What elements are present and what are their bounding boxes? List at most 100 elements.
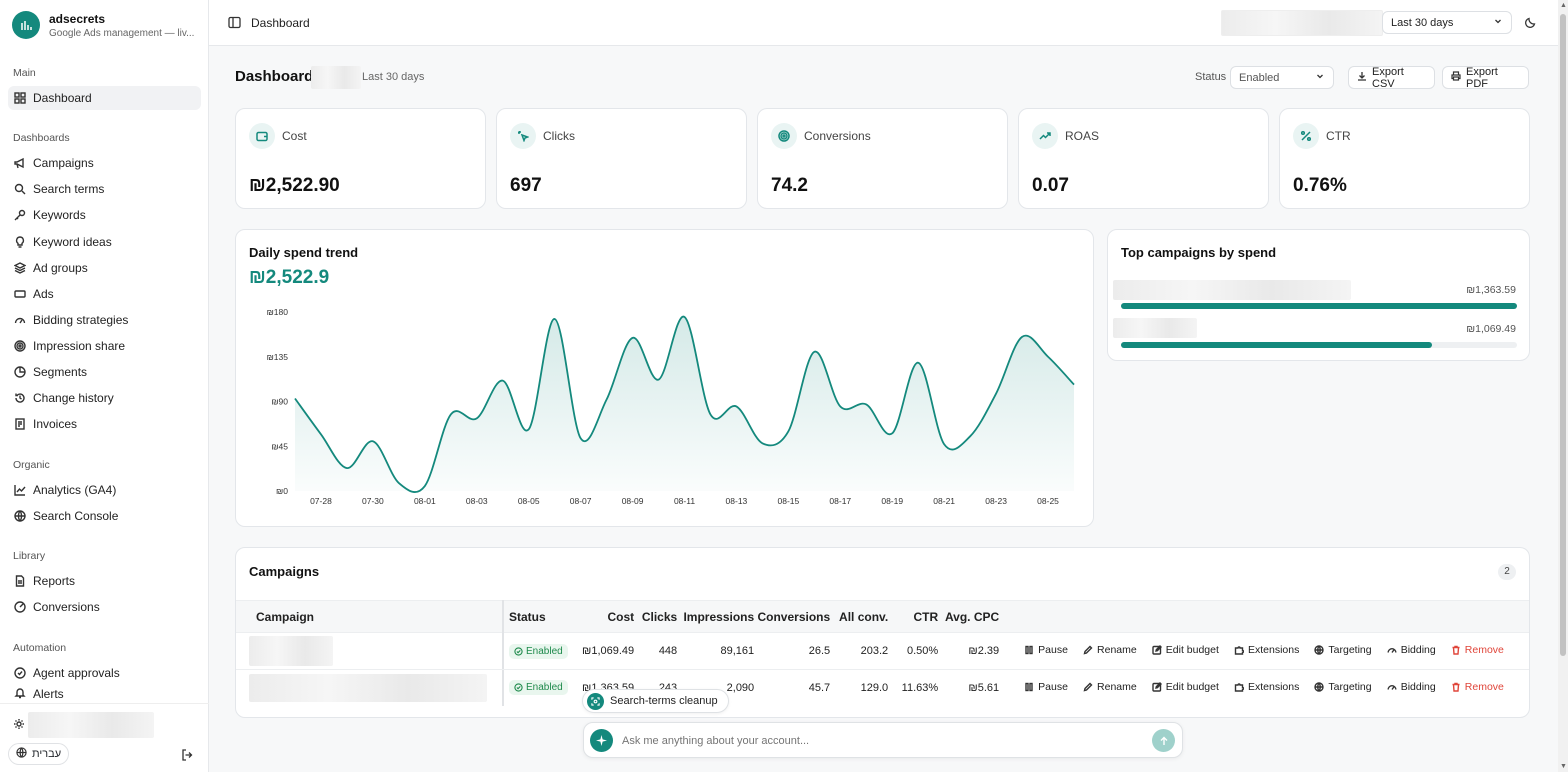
brand-subtitle: Google Ads management — liv... xyxy=(49,27,195,39)
suggestion-chip[interactable]: Search-terms cleanup xyxy=(582,689,729,713)
pause-button[interactable]: Pause xyxy=(1024,644,1068,656)
col-header-ctr[interactable]: CTR xyxy=(913,609,939,624)
x-tick-label: 08-17 xyxy=(829,496,851,506)
globe-icon xyxy=(14,510,26,522)
bidding-button[interactable]: Bidding xyxy=(1387,644,1436,656)
sidebar-item-change-history[interactable]: Change history xyxy=(8,386,201,410)
campaign-name-redacted xyxy=(249,673,487,702)
spend-bar-track xyxy=(1121,342,1517,348)
sidebar-item-impression-share[interactable]: Impression share xyxy=(8,334,201,358)
printer-icon xyxy=(1451,71,1461,84)
send-button[interactable] xyxy=(1152,729,1175,752)
remove-button[interactable]: Remove xyxy=(1451,644,1504,656)
sidebar-item-search-console[interactable]: Search Console xyxy=(8,504,201,528)
brand[interactable]: adsecrets Google Ads management — liv... xyxy=(12,11,194,39)
edit-budget-button[interactable]: Edit budget xyxy=(1152,681,1219,693)
spend-bar-fill xyxy=(1121,303,1517,309)
col-header-impressions[interactable]: Impressions xyxy=(683,609,755,624)
trash-icon xyxy=(1452,682,1460,692)
sidebar-item-label: Segments xyxy=(33,365,88,379)
x-tick-label: 08-01 xyxy=(414,496,436,506)
sidebar-item-agent-approvals[interactable]: Agent approvals xyxy=(8,661,201,685)
sidebar-item-segments[interactable]: Segments xyxy=(8,360,201,384)
rename-button[interactable]: Rename xyxy=(1083,681,1137,693)
extensions-button[interactable]: Extensions xyxy=(1234,681,1299,693)
sidebar-item-label: Invoices xyxy=(33,417,78,431)
sidebar-item-analytics[interactable]: Analytics (GA4) xyxy=(8,478,201,502)
col-header-cost[interactable]: Cost xyxy=(607,609,635,624)
y-tick-label: ₪135 xyxy=(267,352,289,362)
status-filter-select[interactable]: Enabled xyxy=(1230,66,1334,89)
targeting-button[interactable]: Targeting xyxy=(1314,681,1372,693)
scrollbar-thumb[interactable] xyxy=(1560,14,1566,656)
grid-icon xyxy=(14,92,26,104)
spend-bar-fill xyxy=(1121,342,1432,348)
edit-budget-button[interactable]: Edit budget xyxy=(1152,644,1219,656)
assistant-input[interactable] xyxy=(622,731,1142,750)
sidebar-toggle-icon[interactable] xyxy=(228,16,241,32)
section-library: Library xyxy=(13,550,46,562)
col-header-status[interactable]: Status xyxy=(509,609,546,624)
bidding-button[interactable]: Bidding xyxy=(1387,681,1436,693)
x-tick-label: 08-05 xyxy=(518,496,540,506)
col-header-avg-cpc[interactable]: Avg. CPC xyxy=(944,609,1000,624)
kpi-value: 74.2 xyxy=(771,175,808,196)
sidebar-item-ads[interactable]: Ads xyxy=(8,282,201,306)
spend-line xyxy=(294,316,1075,493)
targeting-button[interactable]: Targeting xyxy=(1314,644,1372,656)
sidebar-item-ad-groups[interactable]: Ad groups xyxy=(8,256,201,280)
sidebar-item-label: Search Console xyxy=(33,509,119,523)
sidebar-item-label: Search terms xyxy=(33,182,105,196)
kpi-value: 697 xyxy=(510,175,542,196)
campaigns-card: Campaigns 2 Campaign Status Cost Clicks … xyxy=(235,547,1530,718)
kpi-card-cost: Cost ₪2,522.90 xyxy=(235,108,486,209)
sidebar-item-conversions[interactable]: Conversions xyxy=(8,595,201,619)
language-switcher[interactable]: עברית xyxy=(8,743,70,765)
chevron-down-icon xyxy=(1493,16,1503,29)
export-csv-button[interactable]: Export CSV xyxy=(1348,66,1435,90)
sidebar-item-invoices[interactable]: Invoices xyxy=(8,412,201,436)
extensions-button[interactable]: Extensions xyxy=(1234,644,1299,656)
sidebar-item-dashboard[interactable]: Dashboard xyxy=(8,86,201,110)
date-range-select[interactable]: Last 30 days xyxy=(1382,11,1512,34)
scroll-up-icon[interactable]: ▲ xyxy=(1560,2,1567,9)
rename-button[interactable]: Rename xyxy=(1083,644,1137,656)
pause-button[interactable]: Pause xyxy=(1024,681,1068,693)
y-tick-label: ₪180 xyxy=(267,307,289,317)
campaign-name-redacted xyxy=(249,636,333,666)
export-pdf-button[interactable]: Export PDF xyxy=(1442,66,1529,90)
section-automation: Automation xyxy=(13,642,67,654)
status-badge: Enabled xyxy=(509,643,568,659)
sidebar-item-label: Agent approvals xyxy=(33,666,120,680)
col-header-all-conv[interactable]: All conv. xyxy=(839,609,889,624)
gear-icon[interactable] xyxy=(13,718,25,733)
x-tick-label: 08-23 xyxy=(985,496,1007,506)
col-header-clicks[interactable]: Clicks xyxy=(641,609,678,624)
scroll-down-icon[interactable]: ▼ xyxy=(1560,763,1567,770)
sidebar-item-campaigns[interactable]: Campaigns xyxy=(8,151,201,175)
percent-icon xyxy=(1293,123,1319,149)
remove-button[interactable]: Remove xyxy=(1451,681,1504,693)
pencil-icon xyxy=(1083,682,1093,691)
logout-icon[interactable] xyxy=(181,749,193,764)
pause-icon xyxy=(1025,645,1033,655)
page-scrollbar[interactable]: ▲ ▼ xyxy=(1558,0,1568,772)
sidebar-item-label: Bidding strategies xyxy=(33,313,129,327)
kpi-label: CTR xyxy=(1326,129,1351,143)
trend-up-icon xyxy=(1032,123,1058,149)
sidebar-item-label: Conversions xyxy=(33,600,100,614)
cell-ctr: 11.63% xyxy=(901,681,939,694)
sidebar-item-search-terms[interactable]: Search terms xyxy=(8,177,201,201)
col-header-conversions[interactable]: Conversions xyxy=(757,609,831,624)
rectangle-icon xyxy=(14,288,26,300)
sidebar-item-alerts[interactable]: Alerts xyxy=(8,687,201,703)
moon-icon[interactable] xyxy=(1524,16,1537,32)
sidebar-item-keywords[interactable]: Keywords xyxy=(8,203,201,227)
col-header-campaign[interactable]: Campaign xyxy=(256,609,315,624)
account-selector-redacted[interactable] xyxy=(1221,10,1383,36)
pie-chart-icon xyxy=(14,366,26,378)
sidebar-item-keyword-ideas[interactable]: Keyword ideas xyxy=(8,230,201,254)
sidebar-item-reports[interactable]: Reports xyxy=(8,569,201,593)
top-bar: Dashboard Last 30 days xyxy=(209,0,1558,46)
sidebar-item-bidding-strategies[interactable]: Bidding strategies xyxy=(8,308,201,332)
